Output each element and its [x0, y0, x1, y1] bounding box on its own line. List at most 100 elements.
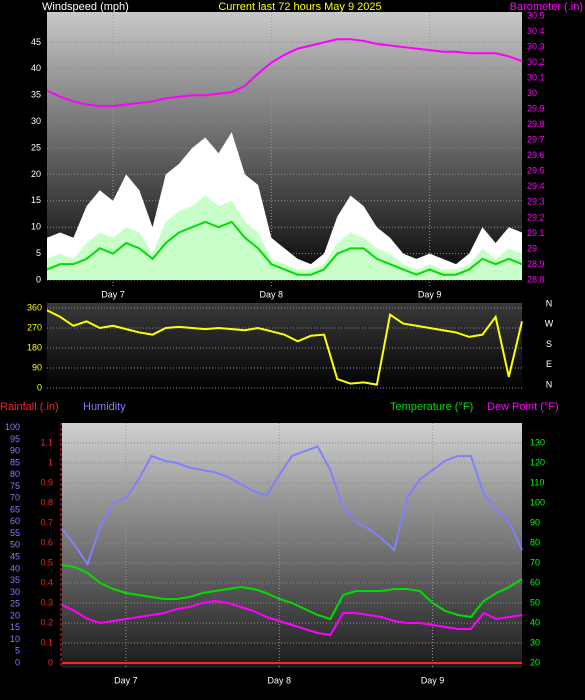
y-tick-label: 20 [31, 169, 41, 179]
y2-tick-label: 30.5 [527, 10, 545, 20]
y3-tick-label: 5 [15, 646, 20, 656]
y2-tick-label: 29.6 [527, 150, 545, 160]
legend-entry: Temperature (°F) [390, 401, 473, 413]
x-tick-label: Day 7 [101, 289, 125, 299]
y2-tick-label: N [546, 298, 553, 308]
y2-tick-label: 90 [530, 517, 540, 527]
y-tick-label: 0.6 [40, 537, 53, 547]
y-tick-label: 180 [27, 342, 42, 352]
y3-tick-label: 15 [10, 622, 20, 632]
y3-tick-label: 85 [10, 457, 20, 467]
y3-tick-label: 70 [10, 493, 20, 503]
y2-tick-label: 29.4 [527, 181, 545, 191]
legend-entry: Rainfall (.in) [0, 401, 59, 413]
y-tick-label: 25 [31, 142, 41, 152]
y-tick-label: 0 [36, 274, 41, 284]
y2-tick-label: 60 [530, 577, 540, 587]
y3-tick-label: 10 [10, 634, 20, 644]
y3-tick-label: 90 [10, 446, 20, 456]
y3-tick-label: 75 [10, 481, 20, 491]
y-tick-label: 40 [31, 63, 41, 73]
y2-tick-label: 70 [530, 557, 540, 567]
y2-tick-label: 120 [530, 457, 545, 467]
y3-tick-label: 65 [10, 504, 20, 514]
series-area [47, 195, 522, 280]
y2-tick-label: 29.3 [527, 197, 545, 207]
y-tick-label: 0.3 [40, 597, 53, 607]
y-tick-label: 1 [48, 457, 53, 467]
y-tick-label: 10 [31, 222, 41, 232]
y2-tick-label: 29.7 [527, 135, 545, 145]
y-tick-label: 1.1 [40, 437, 53, 447]
y2-tick-label: 28.9 [527, 259, 545, 269]
y-tick-label: 0 [48, 657, 53, 667]
x-tick-label: Day 9 [421, 675, 445, 685]
y3-tick-label: 40 [10, 563, 20, 573]
y3-tick-label: 50 [10, 540, 20, 550]
y2-tick-label: 30.4 [527, 26, 545, 36]
series-line [46, 38, 523, 108]
x-tick-label: Day 9 [418, 289, 442, 299]
y-tick-label: 360 [27, 302, 42, 312]
y3-tick-label: 0 [15, 657, 20, 667]
y2-tick-label: 130 [530, 437, 545, 447]
y3-tick-label: 55 [10, 528, 20, 538]
y2-tick-label: 29.2 [527, 212, 545, 222]
y2-tick-label: 29.8 [527, 119, 545, 129]
y-tick-label: 30 [31, 116, 41, 126]
plot-area [62, 423, 522, 668]
series-line [46, 220, 523, 276]
y3-tick-label: 100 [5, 422, 20, 432]
y2-tick-label: 20 [530, 657, 540, 667]
y-tick-label: 0.4 [40, 577, 53, 587]
x-tick-label: Day 7 [114, 675, 138, 685]
y-tick-label: 90 [32, 362, 42, 372]
y2-tick-label: 40 [530, 617, 540, 627]
series-line [61, 599, 523, 637]
y2-tick-label: 100 [530, 497, 545, 507]
y2-tick-label: 30.1 [527, 72, 545, 82]
y-tick-label: 0.5 [40, 557, 53, 567]
y2-tick-label: 80 [530, 537, 540, 547]
y2-tick-label: 30.3 [527, 41, 545, 51]
x-tick-label: Day 8 [260, 289, 284, 299]
y3-tick-label: 60 [10, 516, 20, 526]
y-tick-label: 0.2 [40, 617, 53, 627]
y3-tick-label: 45 [10, 551, 20, 561]
y2-tick-label: 29.9 [527, 104, 545, 114]
y2-tick-label: 29 [527, 243, 537, 253]
y2-tick-label: 50 [530, 597, 540, 607]
y-tick-label: 45 [31, 37, 41, 47]
y2-tick-label: 28.8 [527, 274, 545, 284]
y3-tick-label: 80 [10, 469, 20, 479]
y2-tick-label: 30 [530, 637, 540, 647]
y-tick-label: 5 [36, 248, 41, 258]
y2-tick-label: 110 [530, 477, 544, 487]
y-axis-label: Windspeed (mph) [42, 1, 129, 13]
y-tick-label: 35 [31, 90, 41, 100]
y2-tick-label: 29.5 [527, 166, 545, 176]
y2-axis-label: Barometer (.in) [510, 1, 583, 13]
x-tick-label: Day 8 [267, 675, 291, 685]
y3-tick-label: 25 [10, 599, 20, 609]
series-line [61, 564, 523, 621]
y-tick-label: 15 [31, 195, 41, 205]
y2-tick-label: W [545, 319, 554, 329]
y-tick-label: 270 [27, 322, 42, 332]
legend-entry: Dew Point (°F) [487, 401, 559, 413]
series-line [61, 445, 523, 567]
y2-tick-label: N [546, 379, 553, 389]
y2-tick-label: S [546, 339, 552, 349]
y3-tick-label: 30 [10, 587, 20, 597]
legend-entry: Humidity [83, 401, 126, 413]
y2-tick-label: 30 [527, 88, 537, 98]
y3-tick-label: 95 [10, 434, 20, 444]
y2-tick-label: E [546, 359, 552, 369]
y2-tick-label: 29.1 [527, 228, 545, 238]
series-line [46, 309, 523, 386]
y-tick-label: 0.1 [40, 637, 53, 647]
y2-tick-label: 30.2 [527, 57, 545, 67]
y-tick-label: 0.8 [40, 497, 53, 507]
